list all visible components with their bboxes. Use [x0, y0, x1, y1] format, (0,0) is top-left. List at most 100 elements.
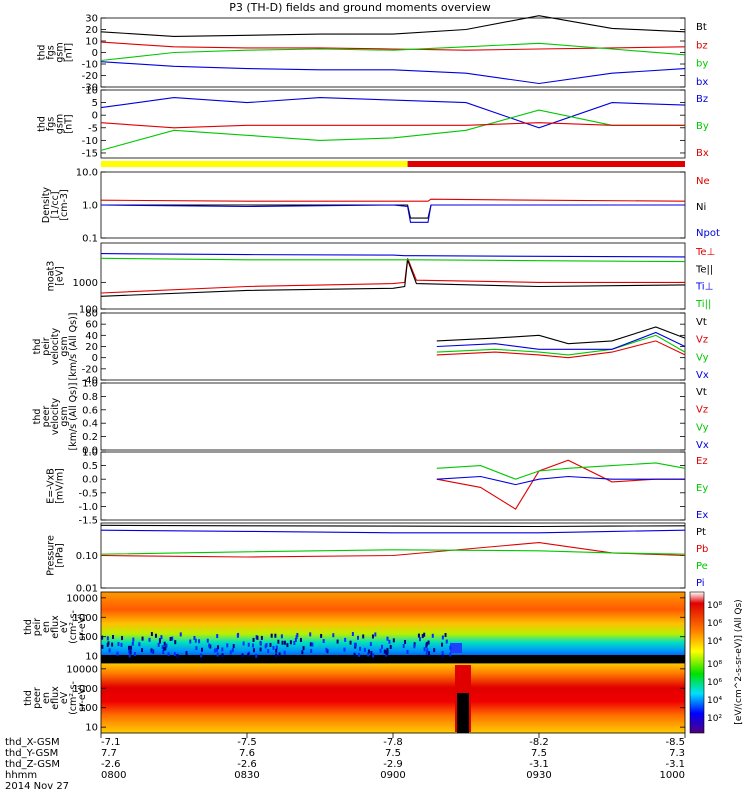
spectrogram-speckle	[426, 648, 429, 653]
series-line-Bx	[100, 122, 685, 129]
spectrogram-speckle	[402, 643, 405, 648]
spectrogram-speckle	[353, 652, 356, 657]
spectrogram-speckle	[232, 644, 235, 649]
spectrogram-speckle	[138, 642, 141, 647]
spectrogram-speckle	[441, 642, 444, 647]
spectrogram-speckle	[281, 640, 284, 645]
spectrogram-speckle	[189, 639, 192, 644]
legend-label: by	[696, 59, 708, 70]
legend-label: Vx	[696, 440, 709, 451]
y-axis-label: eflux	[50, 686, 61, 710]
series-line-Bz	[100, 97, 686, 129]
y-axis-label: thd	[23, 690, 34, 706]
footer-z_gsm-value: -2.9	[383, 759, 403, 770]
y-axis-label: thd	[32, 339, 43, 355]
spectrogram-speckle	[272, 645, 275, 650]
ion-spectrogram-gap	[450, 643, 462, 653]
y-tick-label: -10	[82, 60, 98, 71]
spectrogram-speckle	[433, 648, 436, 653]
spectrogram-speckle	[343, 647, 346, 652]
y-axis-label: gsm	[59, 406, 70, 426]
spectrogram-speckle	[132, 637, 135, 642]
series-line-Ex	[436, 475, 685, 486]
spectrogram-speckle	[421, 634, 424, 639]
spectrogram-speckle	[163, 641, 166, 646]
legend-label: Ez	[696, 456, 708, 467]
y-tick-label: 0.0	[82, 475, 98, 486]
spectrogram-speckle	[241, 653, 244, 658]
spectrogram-speckle	[193, 635, 196, 640]
y-tick-label: 30	[85, 14, 98, 25]
spectrogram-speckle	[267, 649, 270, 654]
y-axis-label: [km/s (All Qs)]	[68, 313, 79, 381]
spectrogram-speckle	[128, 649, 131, 654]
y-axis-label: en	[41, 692, 52, 704]
spectrogram-speckle	[120, 642, 123, 647]
legend-label: Ne	[696, 176, 710, 187]
series-line-Ti||	[100, 257, 686, 263]
spectrogram-speckle	[185, 651, 188, 656]
footer-z_gsm-value: -2.6	[237, 759, 257, 770]
y-axis-label: thd	[32, 409, 43, 425]
spectrogram-speckle	[296, 632, 299, 637]
legend-label: Bz	[696, 94, 708, 105]
spectrogram-speckle	[332, 633, 335, 638]
ion-spectrogram	[101, 592, 685, 662]
y-tick-label: -20	[82, 364, 98, 375]
spectrogram-speckle	[151, 649, 154, 654]
y-tick-label: 0	[92, 111, 98, 122]
spectrogram-speckle	[247, 652, 250, 657]
y-tick-label: 0.1	[82, 234, 98, 245]
ion-spectrogram-fill-band	[101, 655, 685, 663]
y-tick-label: 0	[92, 48, 98, 59]
spectrogram-speckle	[404, 639, 407, 644]
y-tick-label: 10	[85, 86, 98, 97]
spectrogram-speckle	[354, 642, 357, 647]
y-axis-label: [mV/m]	[55, 468, 66, 504]
y-tick-label: 1.0	[82, 448, 98, 459]
spectrogram-speckle	[206, 638, 209, 643]
y-tick-label: 10	[85, 723, 98, 734]
spectrogram-speckle	[106, 636, 109, 641]
spectrogram-speckle	[372, 653, 375, 658]
legend-label: Pe	[696, 561, 708, 572]
spectrogram-speckle	[449, 645, 452, 650]
y-tick-label: 10	[85, 37, 98, 48]
spectrogram-speckle	[417, 633, 420, 638]
footer-time_ticks-value: 0830	[234, 770, 259, 781]
spectrogram-speckle	[111, 642, 114, 647]
spectrogram-speckle	[423, 632, 426, 637]
spectrogram-speckle	[386, 651, 389, 656]
spectrogram-speckle	[310, 648, 313, 653]
spectrogram-speckle	[275, 645, 278, 650]
panel-frame	[100, 591, 686, 663]
spectrogram-speckle	[116, 651, 119, 656]
spectrogram-speckle	[174, 640, 177, 645]
spectrogram-speckle	[252, 648, 255, 653]
footer-x_gsm-value: -8.2	[529, 737, 549, 748]
y-tick-label: 0.4	[82, 419, 98, 430]
spectrogram-speckle	[195, 646, 198, 651]
spectrogram-speckle	[164, 646, 167, 651]
spectrogram-speckle	[194, 638, 197, 643]
spectrogram-speckle	[283, 640, 286, 645]
spectrogram-speckle	[277, 639, 280, 644]
spectrogram-speckle	[252, 643, 255, 648]
spectrogram-speckle	[369, 642, 372, 647]
spectrogram-speckle	[293, 641, 296, 646]
y-axis-label: moat3	[46, 261, 57, 292]
page-title: P3 (TH-D) fields and ground moments over…	[229, 1, 491, 14]
series-line-Te||	[100, 259, 686, 297]
footer-time_ticks-value: 1000	[660, 770, 685, 781]
y-tick-label: 100	[79, 703, 98, 714]
series-line-Ni	[101, 204, 685, 219]
legend-label: bx	[696, 77, 708, 88]
legend-label: Bt	[696, 22, 707, 33]
y-axis-label: eV	[59, 620, 70, 633]
legend-label: Ti||	[695, 299, 711, 310]
spectrogram-speckle	[167, 651, 170, 656]
spectrogram-speckle	[322, 639, 325, 644]
y-tick-label: 0.0	[82, 446, 98, 457]
